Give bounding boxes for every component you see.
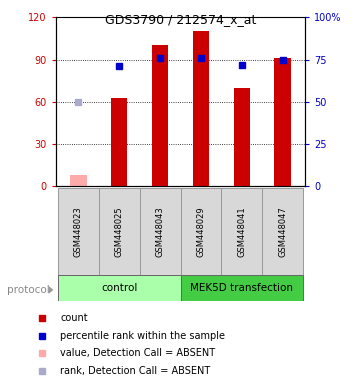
Bar <box>180 188 221 275</box>
Text: value, Detection Call = ABSENT: value, Detection Call = ABSENT <box>60 348 216 358</box>
Polygon shape <box>49 286 53 294</box>
Bar <box>152 45 168 186</box>
Bar <box>70 175 87 186</box>
Bar <box>262 188 303 275</box>
Text: percentile rank within the sample: percentile rank within the sample <box>60 331 225 341</box>
Text: rank, Detection Call = ABSENT: rank, Detection Call = ABSENT <box>60 366 211 376</box>
Bar <box>234 88 250 186</box>
Bar <box>221 188 262 275</box>
Text: MEK5D transfection: MEK5D transfection <box>190 283 293 293</box>
Text: GSM448043: GSM448043 <box>156 206 165 257</box>
Text: GSM448025: GSM448025 <box>115 206 124 257</box>
Text: GSM448047: GSM448047 <box>278 206 287 257</box>
Bar <box>180 275 303 301</box>
Bar <box>193 31 209 186</box>
Text: count: count <box>60 313 88 323</box>
Bar <box>111 98 127 186</box>
Text: GDS3790 / 212574_x_at: GDS3790 / 212574_x_at <box>105 13 256 26</box>
Text: GSM448029: GSM448029 <box>196 206 205 257</box>
Bar <box>58 275 180 301</box>
Text: control: control <box>101 283 138 293</box>
Bar <box>140 188 180 275</box>
Bar <box>58 188 99 275</box>
Text: protocol: protocol <box>7 285 50 295</box>
Text: GSM448023: GSM448023 <box>74 206 83 257</box>
Bar <box>274 58 291 186</box>
Bar <box>99 188 140 275</box>
Text: GSM448041: GSM448041 <box>237 206 246 257</box>
